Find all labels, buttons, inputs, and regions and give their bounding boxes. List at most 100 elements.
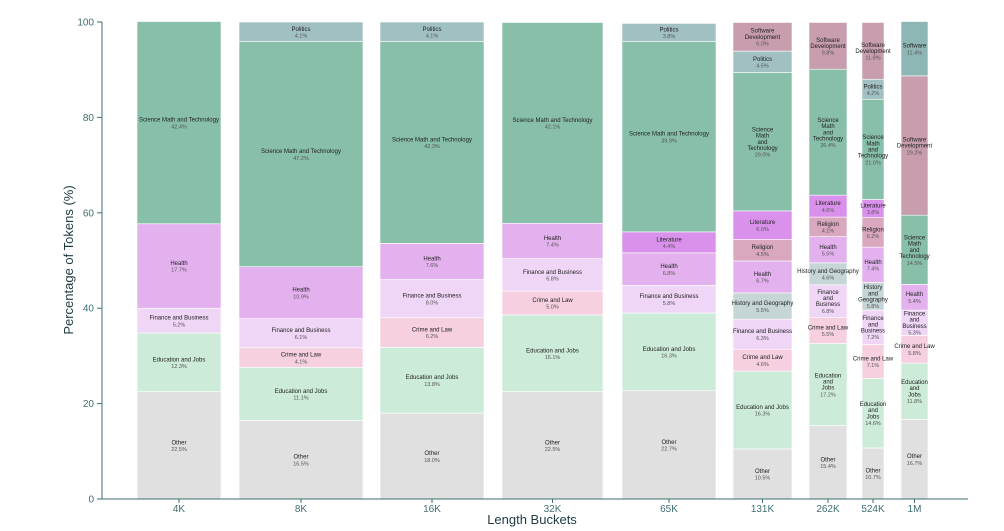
segment-label: Education and Jobs [153,357,206,363]
segment-value: 5.4% [908,299,921,305]
segment-value: 5.8% [908,351,921,357]
x-tick-label: 1M [908,504,922,515]
x-tick-label: 131K [751,504,775,515]
segment-software-development [808,22,848,70]
segment-education-and-jobs [732,370,793,450]
segment-value: 10.7% [865,475,881,481]
segment-value: 3.8% [663,34,676,40]
segment-health [501,222,604,259]
segment-science-math-and-technology [808,68,848,196]
segment-finance-and-business [238,318,364,349]
segment-value: 26.4% [820,143,836,149]
segment-value: 42.1% [545,125,561,131]
x-tick-label: 4K [173,504,186,515]
segment-other [621,390,717,500]
y-tick-label: 0 [88,495,94,506]
x-tick-label: 32K [544,504,562,515]
segment-value: 13.8% [424,382,440,388]
segment-value: 10.9% [293,294,309,300]
segment-finance-and-business [379,279,485,319]
segment-value: 7.6% [426,263,439,269]
y-tick-label: 60 [83,208,95,219]
segment-label: Software [903,44,927,50]
segment-label: Health [544,236,561,242]
segment-science-math-and-technology [238,41,364,268]
segment-education-and-jobs [238,367,364,421]
segment-value: 4.5% [756,252,769,258]
segment-label: Education and Jobs [406,375,459,381]
segment-value: 5.5% [822,251,835,257]
segment-value: 29.2% [907,150,923,156]
y-tick-label: 100 [77,18,94,29]
segment-label: Other [171,440,186,446]
segment-value: 5.8% [867,304,880,310]
segment-other [379,412,485,500]
segment-value: 8.0% [426,300,439,306]
y-tick-label: 40 [83,304,95,315]
segment-value: 16.5% [293,461,309,467]
segment-education-and-jobs [900,362,929,420]
segment-value: 6.1% [295,335,308,341]
segment-value: 6.0% [756,42,769,48]
x-axis-title: Length Buckets [487,512,577,527]
segment-software-development [732,22,793,52]
segment-value: 22.7% [661,447,677,453]
segment-label: Religion [752,245,774,251]
segment-label: Politics [753,57,772,63]
segment-label: Other [293,455,308,461]
segment-value: 6.8% [546,277,559,283]
segment-label: Literature [815,201,841,207]
segment-other [501,391,604,500]
segment-crime-and-law [379,317,485,348]
segment-label: Politics [863,84,882,90]
segment-label: Health [754,272,771,278]
segment-politics [621,23,717,42]
segment-label: Other [907,454,922,460]
segment-label: Other [755,469,770,475]
segment-value: 5.2% [173,322,186,328]
segment-label: Literature [750,220,776,226]
x-tick-label: 524K [861,504,885,515]
segment-label: History and Geography [797,269,859,275]
segment-label: Software Development [810,38,846,50]
segment-value: 21.0% [865,160,881,166]
segment-software-development [861,22,885,80]
segment-label: Finance and Business [523,270,582,276]
segment-value: 4.5% [756,64,769,70]
segment-value: 29.0% [755,153,771,159]
segment-education-and-jobs [136,332,222,392]
segment-software [900,21,929,77]
segment-label: Finance and Business [402,294,461,300]
segment-value: 10.5% [755,476,771,482]
segment-label: Education and Jobs [901,380,928,398]
segment-finance-and-business [136,307,222,334]
segment-value: 5.3% [908,331,921,337]
segment-value: 12.3% [171,364,187,370]
x-tick-label: 262K [816,504,840,515]
x-axis-ticks: 4K 8K 16K 32K 65K 131K 262K 524K 1M [173,499,922,515]
segment-label: Health [423,256,440,262]
segment-science-math-and-technology [501,22,604,224]
segment-value: 5.5% [822,332,835,338]
segment-label: Education and Jobs [275,389,328,395]
segment-label: Other [820,457,835,463]
segment-label: Crime and Law [412,328,453,334]
segment-label: Health [864,260,881,266]
segment-label: Education and Jobs [815,373,842,391]
segment-education-and-jobs [379,347,485,414]
segment-label: Literature [860,204,886,210]
segment-value: 4.1% [295,33,308,39]
segment-label: Science Math and Technology [747,127,777,152]
segment-value: 16.1% [545,355,561,361]
segment-label: Religion [817,222,839,228]
segment-value: 42.4% [171,124,187,130]
segment-health [621,252,717,286]
segment-label: Finance and Business [733,329,792,335]
segment-science-math-and-technology [732,72,793,212]
y-tick-label: 20 [83,399,95,410]
segment-label: Health [660,264,677,270]
